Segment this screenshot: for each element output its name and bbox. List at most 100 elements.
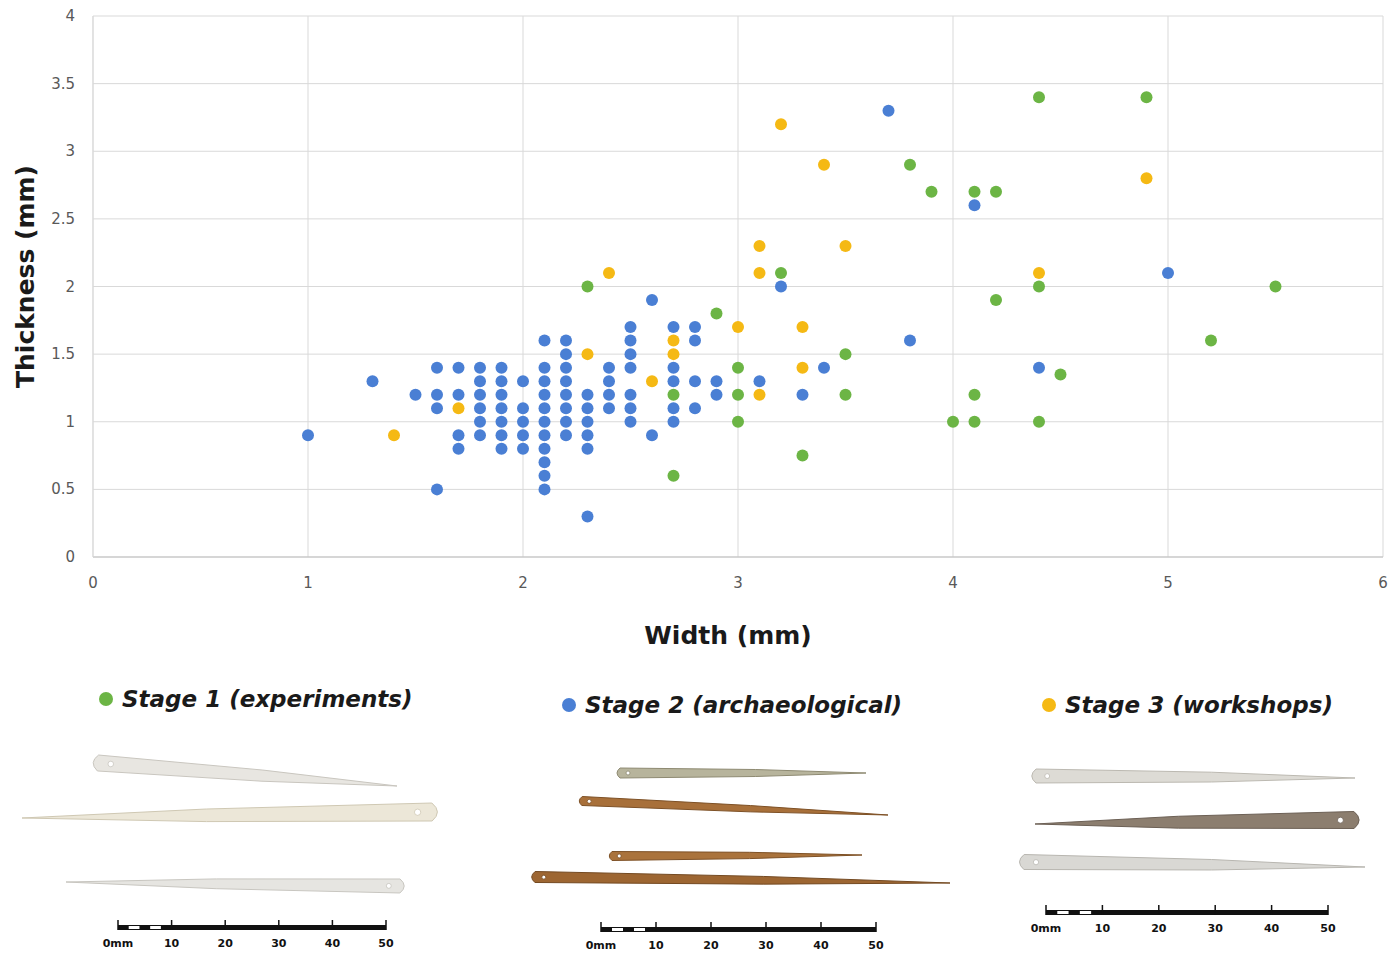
figure: 012345600.511.522.533.54Width (mm)Thickn… (0, 0, 1400, 960)
scale-bar-check (634, 928, 645, 931)
point (582, 429, 594, 441)
scale-bar-tick (1102, 905, 1104, 915)
point (1033, 281, 1045, 293)
scale-bar-tick (171, 920, 173, 930)
needle-eye (617, 854, 621, 858)
scale-bar: 0mm1020304050 (103, 920, 394, 950)
y-tick-label: 3 (65, 142, 75, 160)
point (904, 159, 916, 171)
scale-bar-label: 0mm (1031, 922, 1062, 935)
point (582, 510, 594, 522)
point (840, 389, 852, 401)
scale-bar-body (601, 927, 876, 932)
point (668, 402, 680, 414)
point (668, 416, 680, 428)
point (1141, 91, 1153, 103)
point (539, 402, 551, 414)
point (969, 389, 981, 401)
point (496, 443, 508, 455)
needle (617, 768, 866, 778)
needle-eye (414, 809, 420, 815)
point (1033, 416, 1045, 428)
scale-bar-label: 40 (813, 939, 829, 952)
point (797, 389, 809, 401)
point (496, 429, 508, 441)
point (302, 429, 314, 441)
scale-bar: 0mm1020304050 (586, 922, 884, 952)
point (840, 348, 852, 360)
point (560, 362, 572, 374)
point (582, 416, 594, 428)
point (474, 362, 486, 374)
needle-eye (1337, 817, 1343, 823)
point (625, 348, 637, 360)
scale-bar-tick (1327, 905, 1329, 915)
scale-bar-tick (820, 922, 822, 932)
x-tick-label: 0 (88, 574, 98, 592)
point (431, 402, 443, 414)
point (969, 186, 981, 198)
point (453, 443, 465, 455)
needle-eye (626, 771, 630, 775)
point (646, 294, 658, 306)
needle (1035, 812, 1359, 829)
point (818, 159, 830, 171)
point (969, 416, 981, 428)
point (797, 450, 809, 462)
needle-eye (1045, 774, 1050, 779)
point (560, 375, 572, 387)
needle-eye (1033, 860, 1038, 865)
point (818, 362, 830, 374)
scale-bar-body (1046, 910, 1328, 915)
point (388, 429, 400, 441)
scale-bar-check (129, 926, 140, 929)
point (840, 240, 852, 252)
point (990, 294, 1002, 306)
scale-bar-label: 10 (648, 939, 664, 952)
x-axis-title: Width (mm) (644, 621, 811, 650)
y-tick-label: 2 (65, 278, 75, 296)
point (431, 389, 443, 401)
scale-bar-label: 50 (378, 937, 394, 950)
scale-bar-label: 0mm (586, 939, 617, 952)
legend: Stage 1 (experiments)Stage 2 (archaeolog… (99, 686, 1333, 718)
point (431, 362, 443, 374)
x-tick-label: 4 (948, 574, 958, 592)
point (496, 416, 508, 428)
point (453, 402, 465, 414)
x-tick-label: 5 (1163, 574, 1173, 592)
point (496, 389, 508, 401)
point (668, 321, 680, 333)
y-axis-title: Thickness (mm) (11, 165, 40, 388)
point (969, 199, 981, 211)
scale-bar-label: 10 (164, 937, 180, 950)
grid-line-x (93, 16, 94, 557)
legend-label: Stage 2 (archaeological) (585, 692, 902, 718)
point (496, 362, 508, 374)
point (474, 429, 486, 441)
point (603, 375, 615, 387)
point (582, 348, 594, 360)
scale-bar-check (150, 926, 161, 929)
point (883, 105, 895, 117)
y-axis-line (93, 16, 94, 557)
scale-bar-tick (1158, 905, 1160, 915)
needle-eye (386, 883, 391, 888)
point (560, 348, 572, 360)
point (689, 321, 701, 333)
point (668, 335, 680, 347)
scale-bar-tick (710, 922, 712, 932)
needle (609, 852, 862, 861)
point (625, 389, 637, 401)
point (711, 375, 723, 387)
point (539, 483, 551, 495)
point (474, 402, 486, 414)
point (754, 267, 766, 279)
point (904, 335, 916, 347)
point (453, 362, 465, 374)
point (603, 267, 615, 279)
scale-bar-check (612, 928, 623, 931)
point (560, 335, 572, 347)
grid-line-y (93, 151, 1383, 152)
point (754, 389, 766, 401)
